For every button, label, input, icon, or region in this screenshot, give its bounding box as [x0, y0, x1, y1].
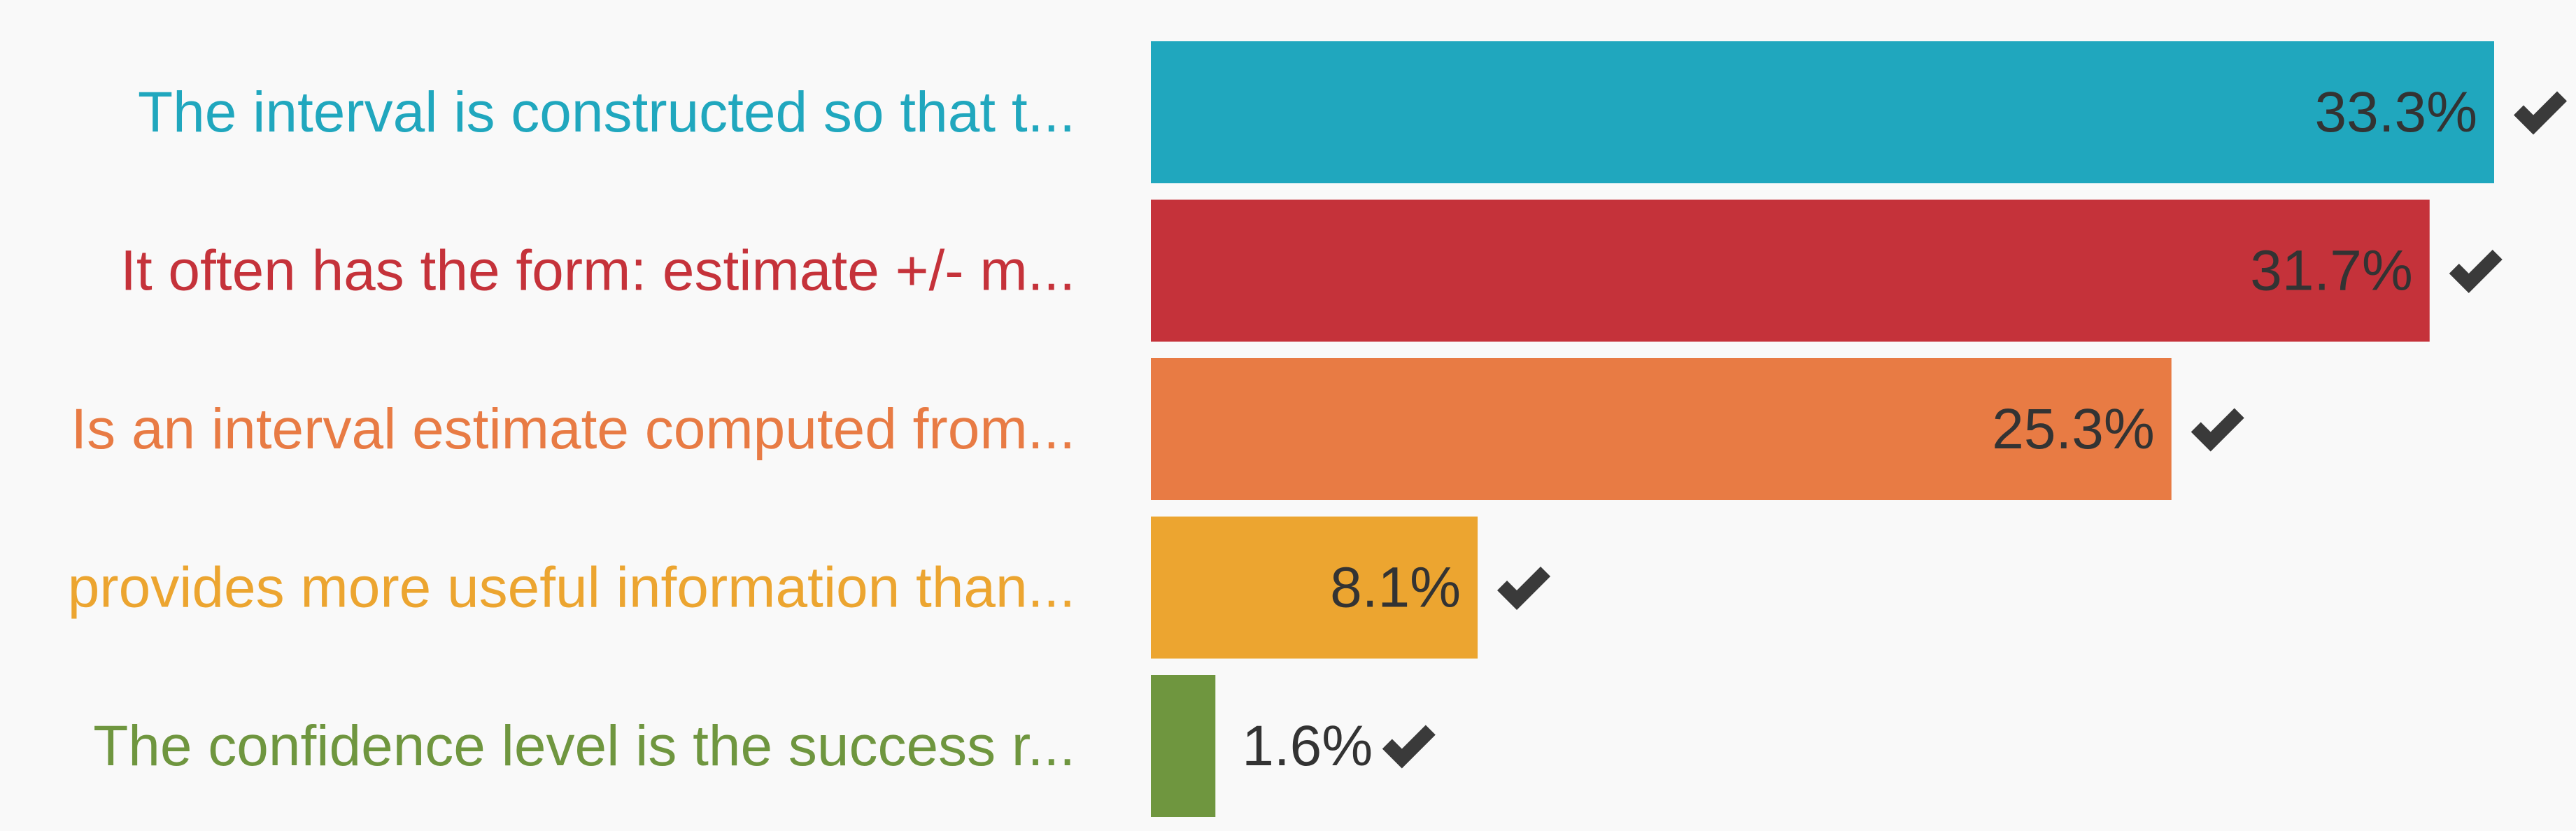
value-label: 25.3%: [1992, 397, 2155, 461]
category-label: The confidence level is the success r...: [93, 714, 1075, 778]
chart-rows: The interval is constructed so that t...…: [68, 41, 2567, 817]
bar: [1151, 675, 1216, 817]
bar: [1151, 199, 2430, 342]
check-icon: [2191, 408, 2244, 452]
check-icon: [2449, 250, 2503, 293]
value-label: 33.3%: [2314, 80, 2477, 144]
category-label: The interval is constructed so that t...: [138, 80, 1075, 144]
value-label: 31.7%: [2250, 239, 2413, 303]
category-label: Is an interval estimate computed from...: [71, 397, 1075, 461]
value-label: 8.1%: [1330, 556, 1461, 620]
category-label: It often has the form: estimate +/- m...: [120, 239, 1075, 303]
bar: [1151, 358, 2172, 500]
bar: [1151, 516, 1478, 659]
category-label: provides more useful information than...: [68, 556, 1075, 620]
check-icon: [1497, 567, 1551, 610]
bar: [1151, 41, 2494, 183]
check-icon: [1382, 725, 1436, 769]
value-label: 1.6%: [1242, 714, 1373, 778]
check-icon: [2514, 91, 2567, 135]
